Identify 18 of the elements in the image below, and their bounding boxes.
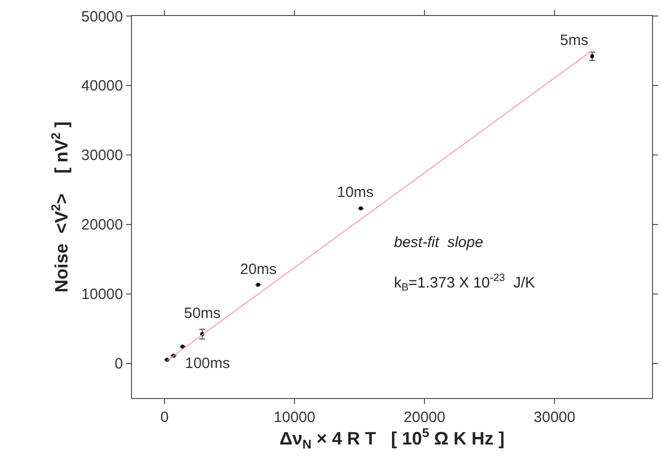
x-tick-label: 30000 bbox=[534, 409, 576, 426]
annotation: best-fit slope bbox=[394, 234, 484, 251]
x-axis-title: Δν$_{N}$ × 4 R T [ 10$^{5}$ Ω K Hz ] bbox=[279, 426, 505, 452]
x-tick-label: 20000 bbox=[404, 409, 446, 426]
y-tick-label: 0 bbox=[114, 356, 123, 373]
y-tick-label: 20000 bbox=[81, 216, 123, 234]
annotation: 100ms bbox=[185, 355, 230, 372]
y-tick-label: 10000 bbox=[81, 286, 123, 304]
annotation: 50ms bbox=[184, 305, 221, 322]
y-tick-label: 40000 bbox=[81, 78, 123, 95]
y-tick-label: 50000 bbox=[81, 8, 123, 26]
annotation: 5ms bbox=[560, 32, 588, 49]
x-tick-label: 0 bbox=[160, 409, 169, 426]
annotation: 10ms bbox=[337, 184, 374, 201]
annotation: k$_{B}$=1.373 X 10$^{-23}$ J/K bbox=[394, 272, 536, 294]
annotation: 20ms bbox=[240, 261, 277, 278]
x-tick-label: 10000 bbox=[274, 409, 316, 426]
y-tick-label: 30000 bbox=[81, 147, 123, 164]
